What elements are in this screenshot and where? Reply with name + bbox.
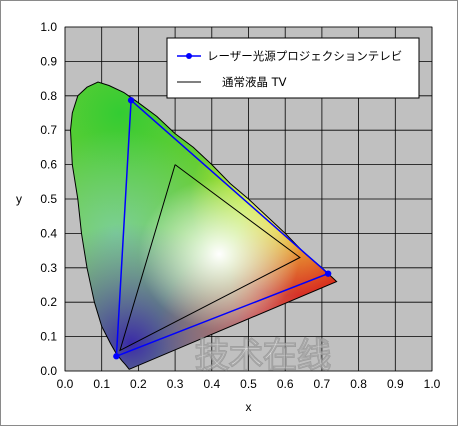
series-point-0 (113, 353, 120, 360)
x-tick-label: 0.1 (93, 377, 110, 391)
spectral-locus-outline (69, 81, 338, 370)
watermark: 技术在线 (195, 336, 331, 376)
y-tick-label: 0.9 (40, 54, 57, 68)
series-line-1 (119, 164, 301, 352)
series-point-0 (127, 97, 135, 104)
legend-marker-laser (186, 53, 192, 59)
x-tick-label: 0.5 (240, 377, 257, 391)
y-tick-label: 0.5 (40, 192, 57, 206)
y-tick-label: 0.1 (40, 330, 57, 344)
series-layer (113, 97, 332, 360)
tick-labels: 0.0 0.1 0.2 0.3 0.4 0.5 0.6 0.7 0.8 0.9 1.0 0.0 0.1 0… (40, 20, 440, 391)
x-tick-label: 0.2 (130, 377, 147, 391)
x-tick-label: 0.6 (277, 377, 294, 391)
series-point-0 (324, 270, 332, 277)
legend-box (166, 37, 420, 99)
x-tick-label: 0.7 (314, 377, 331, 391)
y-tick-label: 0.7 (40, 123, 57, 137)
legend-label-laser: レーザー光源プロジェクションテレビ (207, 49, 402, 63)
x-tick-label: 0.8 (350, 377, 367, 391)
y-tick-label: 0.0 (40, 364, 57, 378)
x-tick-label: 1.0 (424, 377, 441, 391)
y-tick-label: 0.6 (40, 158, 57, 172)
y-tick-label: 1.0 (40, 20, 57, 34)
x-tick-label: 0.0 (57, 377, 74, 391)
legend-label-lcd: 通常液晶 TV (222, 75, 287, 89)
x-tick-label: 0.9 (387, 377, 404, 391)
y-tick-label: 0.2 (40, 295, 57, 309)
x-tick-label: 0.3 (167, 377, 184, 391)
y-tick-label: 0.3 (40, 261, 57, 275)
x-axis-label: x (246, 400, 252, 414)
series-line-0 (115, 99, 330, 358)
x-tick-label: 0.4 (203, 377, 220, 391)
y-axis-label: y (16, 192, 22, 206)
legend: レーザー光源プロジェクションテレビ 通常液晶 TV (166, 37, 420, 99)
y-tick-label: 0.4 (40, 226, 57, 240)
y-tick-label: 0.8 (40, 89, 57, 103)
